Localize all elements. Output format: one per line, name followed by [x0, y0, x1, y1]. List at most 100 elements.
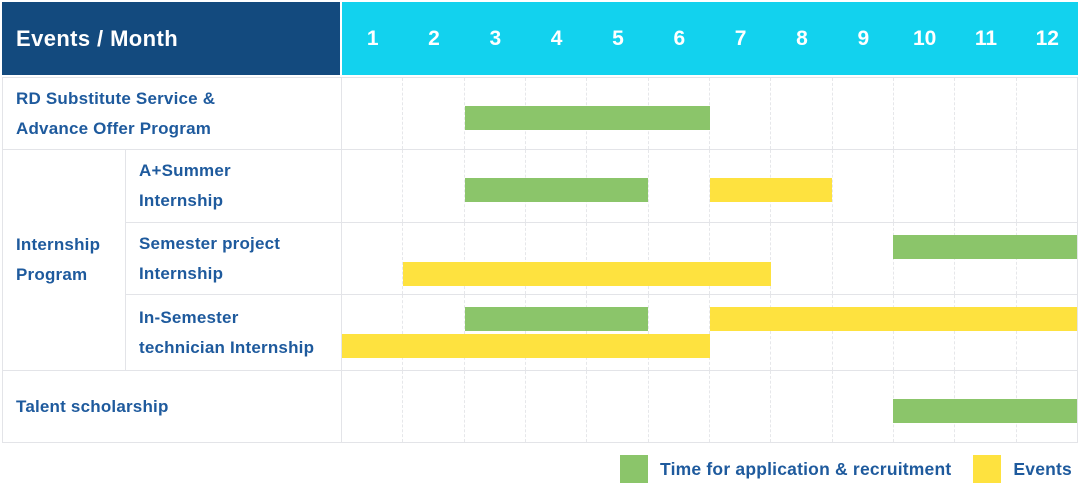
month-label: 4	[550, 26, 563, 50]
row-label-line: Talent scholarship	[16, 396, 169, 416]
month-column	[342, 371, 404, 442]
month-column	[649, 371, 710, 442]
month-column	[649, 150, 710, 222]
legend-swatch-green	[620, 455, 649, 483]
row-label-line: Semester project	[139, 233, 281, 253]
month-column	[710, 78, 772, 149]
row-label: In-Semester technician Internship	[126, 295, 342, 370]
month-column	[403, 150, 465, 222]
legend-label: Events	[1013, 458, 1072, 479]
gantt-bar-yellow	[709, 307, 1077, 332]
month-column	[833, 222, 894, 295]
month-column	[403, 371, 465, 442]
month-column	[1017, 78, 1077, 149]
legend-swatch-yellow	[973, 455, 1002, 483]
legend-item-yellow: Events	[973, 455, 1072, 483]
month-column	[342, 222, 404, 295]
table-row: Talent scholarship	[3, 371, 1077, 443]
month-column	[587, 371, 649, 442]
row-timeline	[342, 222, 1077, 295]
month-column	[894, 295, 956, 370]
month-column	[710, 371, 772, 442]
month-column	[710, 295, 772, 370]
month-column	[710, 222, 772, 295]
row-label-line: Advance Offer Program	[16, 118, 212, 138]
month-column	[587, 222, 649, 295]
gantt-bar-green	[464, 105, 710, 130]
month-column	[526, 222, 588, 295]
month-label: 9	[857, 26, 870, 50]
legend: Time for application & recruitment Events	[2, 444, 1078, 494]
group-label-line: Program	[16, 265, 88, 284]
month-column	[587, 295, 649, 370]
row-label-line: In-Semester	[139, 307, 239, 327]
month-column	[833, 150, 894, 222]
row-timeline	[342, 78, 1077, 149]
month-column	[342, 78, 404, 149]
gantt-bar-green	[893, 234, 1077, 259]
gantt-body: RD Substitute Service & Advance Offer Pro…	[2, 77, 1078, 443]
month-label: 1	[366, 26, 379, 50]
header-corner-cell: Events / Month	[2, 2, 340, 75]
month-label: 5	[612, 26, 624, 50]
month-column	[403, 78, 465, 149]
month-column	[526, 371, 588, 442]
row-timeline	[342, 150, 1077, 222]
month-column	[465, 295, 526, 370]
month-column	[955, 295, 1017, 370]
month-column	[833, 295, 894, 370]
legend-item-green: Time for application & recruitment	[620, 455, 951, 483]
month-column	[649, 222, 710, 295]
month-label: 6	[673, 26, 686, 50]
table-row: In-Semester technician Internship	[126, 295, 1077, 370]
month-label: 3	[489, 26, 502, 50]
month-column	[771, 150, 833, 222]
row-label-line: Internship	[139, 190, 224, 210]
table-row: RD Substitute Service & Advance Offer Pro…	[3, 78, 1077, 150]
row-label: Semester project Internship	[126, 222, 342, 295]
group-label-line: Internship	[16, 235, 101, 254]
row-label-line: RD Substitute Service &	[16, 88, 216, 108]
month-column	[833, 371, 894, 442]
gantt-bar-yellow	[342, 334, 710, 359]
table-row: Semester project Internship	[126, 222, 1077, 296]
month-label: 8	[796, 26, 808, 50]
month-label: 12	[1035, 26, 1059, 50]
month-column	[955, 78, 1017, 149]
month-column	[1017, 150, 1077, 222]
month-column	[342, 150, 404, 222]
row-timeline	[342, 371, 1077, 442]
month-column	[465, 371, 526, 442]
gantt-bar-green	[464, 307, 649, 332]
month-column	[771, 371, 833, 442]
month-column	[771, 78, 833, 149]
month-label: 10	[912, 26, 937, 50]
month-column	[526, 295, 588, 370]
month-column	[894, 78, 956, 149]
row-label: RD Substitute Service & Advance Offer Pro…	[3, 78, 342, 149]
month-label: 2	[428, 26, 440, 50]
month-column	[403, 295, 465, 370]
month-column	[894, 150, 956, 222]
month-header-cells: 1 2 3 4 5 6 7 8 9 10 11 12	[342, 2, 1078, 75]
row-label: Talent scholarship	[3, 371, 342, 442]
month-column	[833, 78, 894, 149]
group-children: A+Summer Internship Semester project Intern…	[126, 150, 1077, 370]
month-label: 11	[974, 26, 998, 50]
month-column	[955, 150, 1017, 222]
month-column	[649, 295, 710, 370]
month-column	[771, 222, 833, 295]
gantt-bar-yellow	[403, 261, 771, 286]
gantt-bar-green	[464, 177, 649, 202]
gantt-bar-yellow	[709, 177, 832, 202]
gantt-bar-green	[893, 398, 1077, 423]
row-label-line: A+Summer	[139, 160, 231, 180]
row-timeline	[342, 295, 1077, 370]
month-column	[342, 295, 404, 370]
month-column	[403, 222, 465, 295]
legend-label: Time for application & recruitment	[660, 458, 952, 479]
row-label: A+Summer Internship	[126, 150, 342, 222]
table-header: Events / Month 1 2 3 4 5 6 7 8 9 10 11 12	[2, 2, 1078, 75]
group-row: Internship Program A+Summer Internship Semes…	[3, 150, 1077, 371]
